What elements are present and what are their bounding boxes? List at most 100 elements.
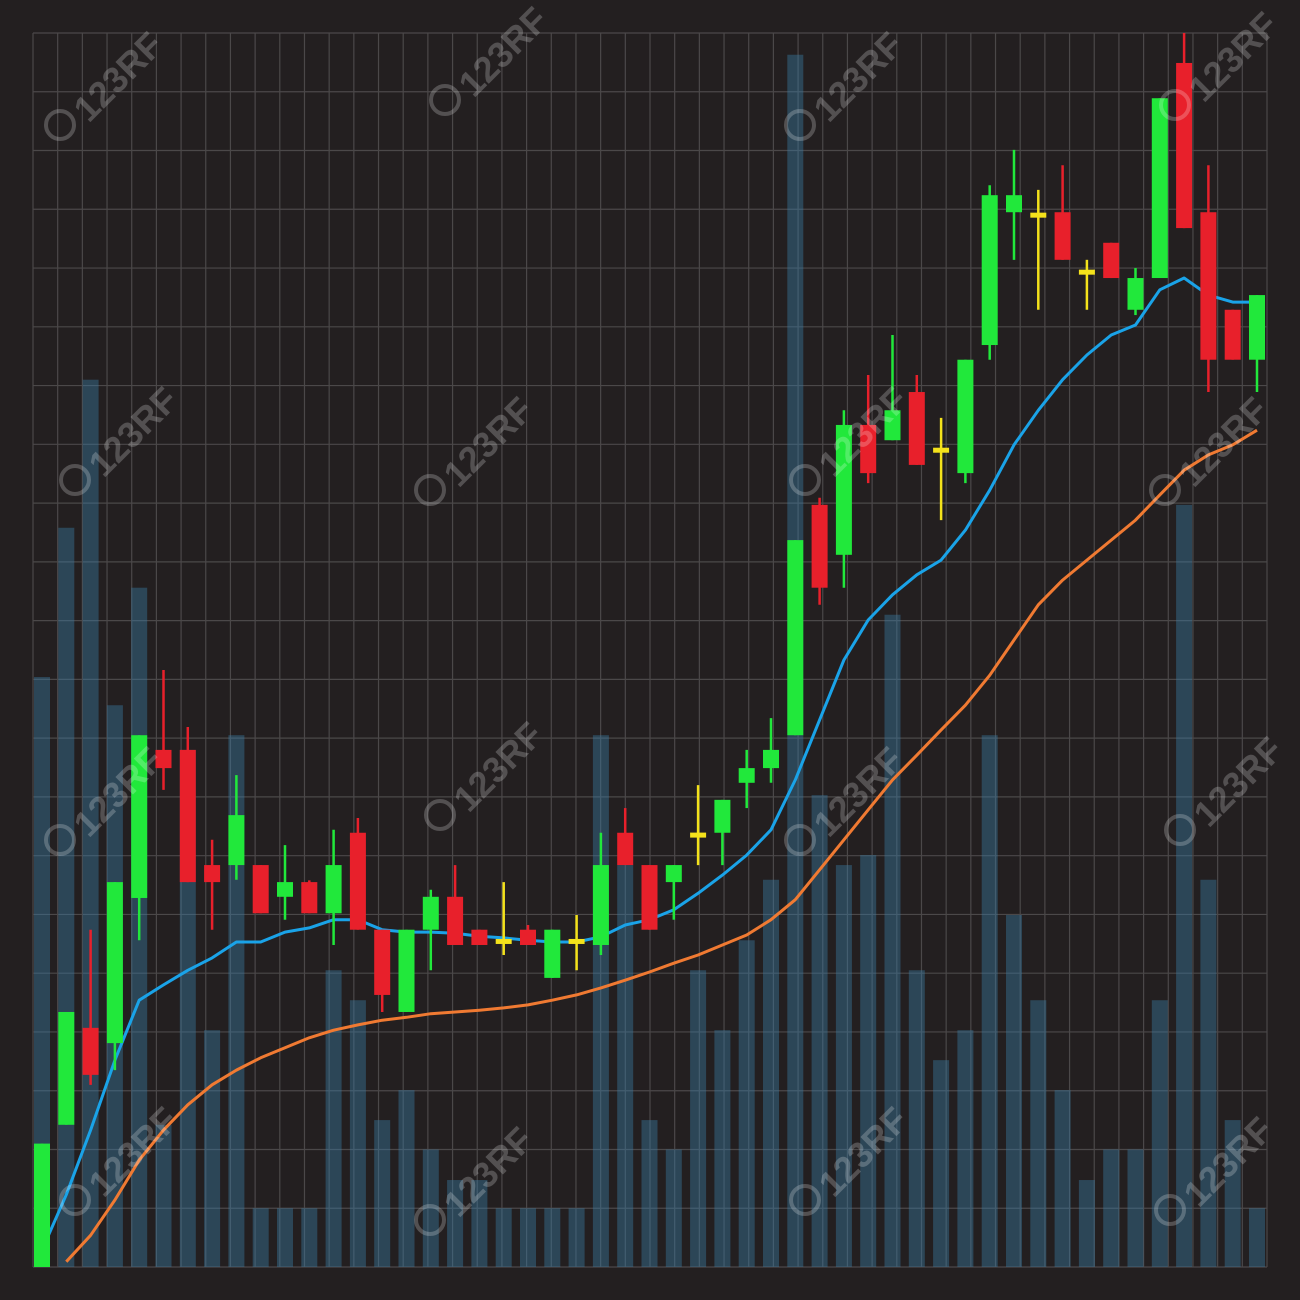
volume-bar [1103,1149,1120,1267]
volume-bar [1030,1000,1047,1267]
volume-bar [811,795,828,1267]
watermark-icon [1159,89,1191,121]
watermark-icon [429,84,461,116]
volume-bar [1006,915,1022,1267]
watermark-icon [784,824,816,856]
grid [32,32,1268,1268]
candle-body [1200,212,1217,360]
candle-body [641,865,658,930]
volume-bar [908,970,925,1267]
watermark-icon [414,1204,446,1236]
volume-bar [1151,1000,1168,1267]
volume-bar [544,1208,561,1267]
candle-body [422,896,439,930]
volume-bar [763,879,779,1267]
watermark-icon [59,464,91,496]
candle-body [252,865,269,914]
candle-body [82,1027,99,1075]
volume-bar [1249,1208,1265,1267]
candle-body [1103,242,1120,279]
volume-bar [277,1208,293,1267]
volume-bar [860,855,877,1267]
volume-bar [690,970,707,1267]
volume-bar [374,1120,391,1267]
candle-body [665,865,682,883]
volume-bar [738,940,755,1267]
candle-body [1151,98,1168,279]
volume-bar [665,1149,682,1267]
volume-bar [471,1180,488,1267]
watermark-icon [424,799,456,831]
candle-body [1249,295,1265,360]
candle-body [58,1011,75,1125]
candle-body [714,799,731,833]
candle-body [131,735,148,898]
candle-body [908,392,925,465]
candle-body [228,815,245,866]
volume-bar [1176,504,1193,1267]
volume-bar [204,1030,221,1267]
candle-body [520,929,536,945]
volume-bar [520,1208,536,1267]
candle-body [544,929,561,978]
watermark-icon [59,1184,91,1216]
volume-bar [301,1208,318,1267]
candle-body [204,865,221,883]
candle-body [1127,278,1144,310]
watermark-icon [1149,474,1181,506]
candle-body [301,882,318,914]
volume-bar [422,1149,439,1267]
candle-body [617,832,634,866]
volume-bar [1200,879,1217,1267]
volume-bar [957,1030,974,1267]
candle-body [1030,212,1047,218]
candle-body [860,424,877,474]
candle-body [1224,309,1241,360]
candle-body [690,832,707,838]
watermark-icon [784,109,816,141]
volume-bar [1078,1180,1095,1267]
volume-bar [714,1030,731,1267]
candle-body [787,540,804,736]
candle-body [763,749,779,769]
candle-body [325,865,342,914]
candle-body [811,504,828,588]
candle-body [398,929,415,1012]
watermark-icon [1154,1194,1186,1226]
candle-body [495,938,512,944]
volume-bar [1224,1120,1241,1267]
candle-body [349,832,366,930]
volume-bar [617,865,634,1267]
watermark-icon [1164,814,1196,846]
candle-body [1054,212,1071,260]
candle-body [568,938,585,944]
volume-bar [398,1090,415,1267]
watermark-icon [789,464,821,496]
candle-body [933,447,950,453]
candle-body [884,410,901,441]
volume-bar [568,1208,585,1267]
candle-body [374,929,391,995]
volume-bar [58,527,75,1267]
moving-average-line [65,428,1258,1263]
volume-bar [933,1060,950,1267]
volume-bar [252,1208,269,1267]
candles [34,33,1265,1267]
volume-bar [1054,1090,1071,1267]
candle-body [1006,195,1022,213]
watermark-icon [789,1184,821,1216]
candle-body [1176,62,1193,229]
volume-bar [325,970,342,1267]
volume-bar [349,1000,366,1267]
candle-body [981,195,998,346]
candle-body [957,359,974,474]
volume-bar [835,865,852,1267]
volume-bar [884,614,901,1267]
candle-body [738,768,755,783]
volume-bar [495,1208,512,1267]
volume-bar [641,1120,658,1267]
candle-body [592,865,609,945]
volume-bar [1127,1149,1144,1267]
